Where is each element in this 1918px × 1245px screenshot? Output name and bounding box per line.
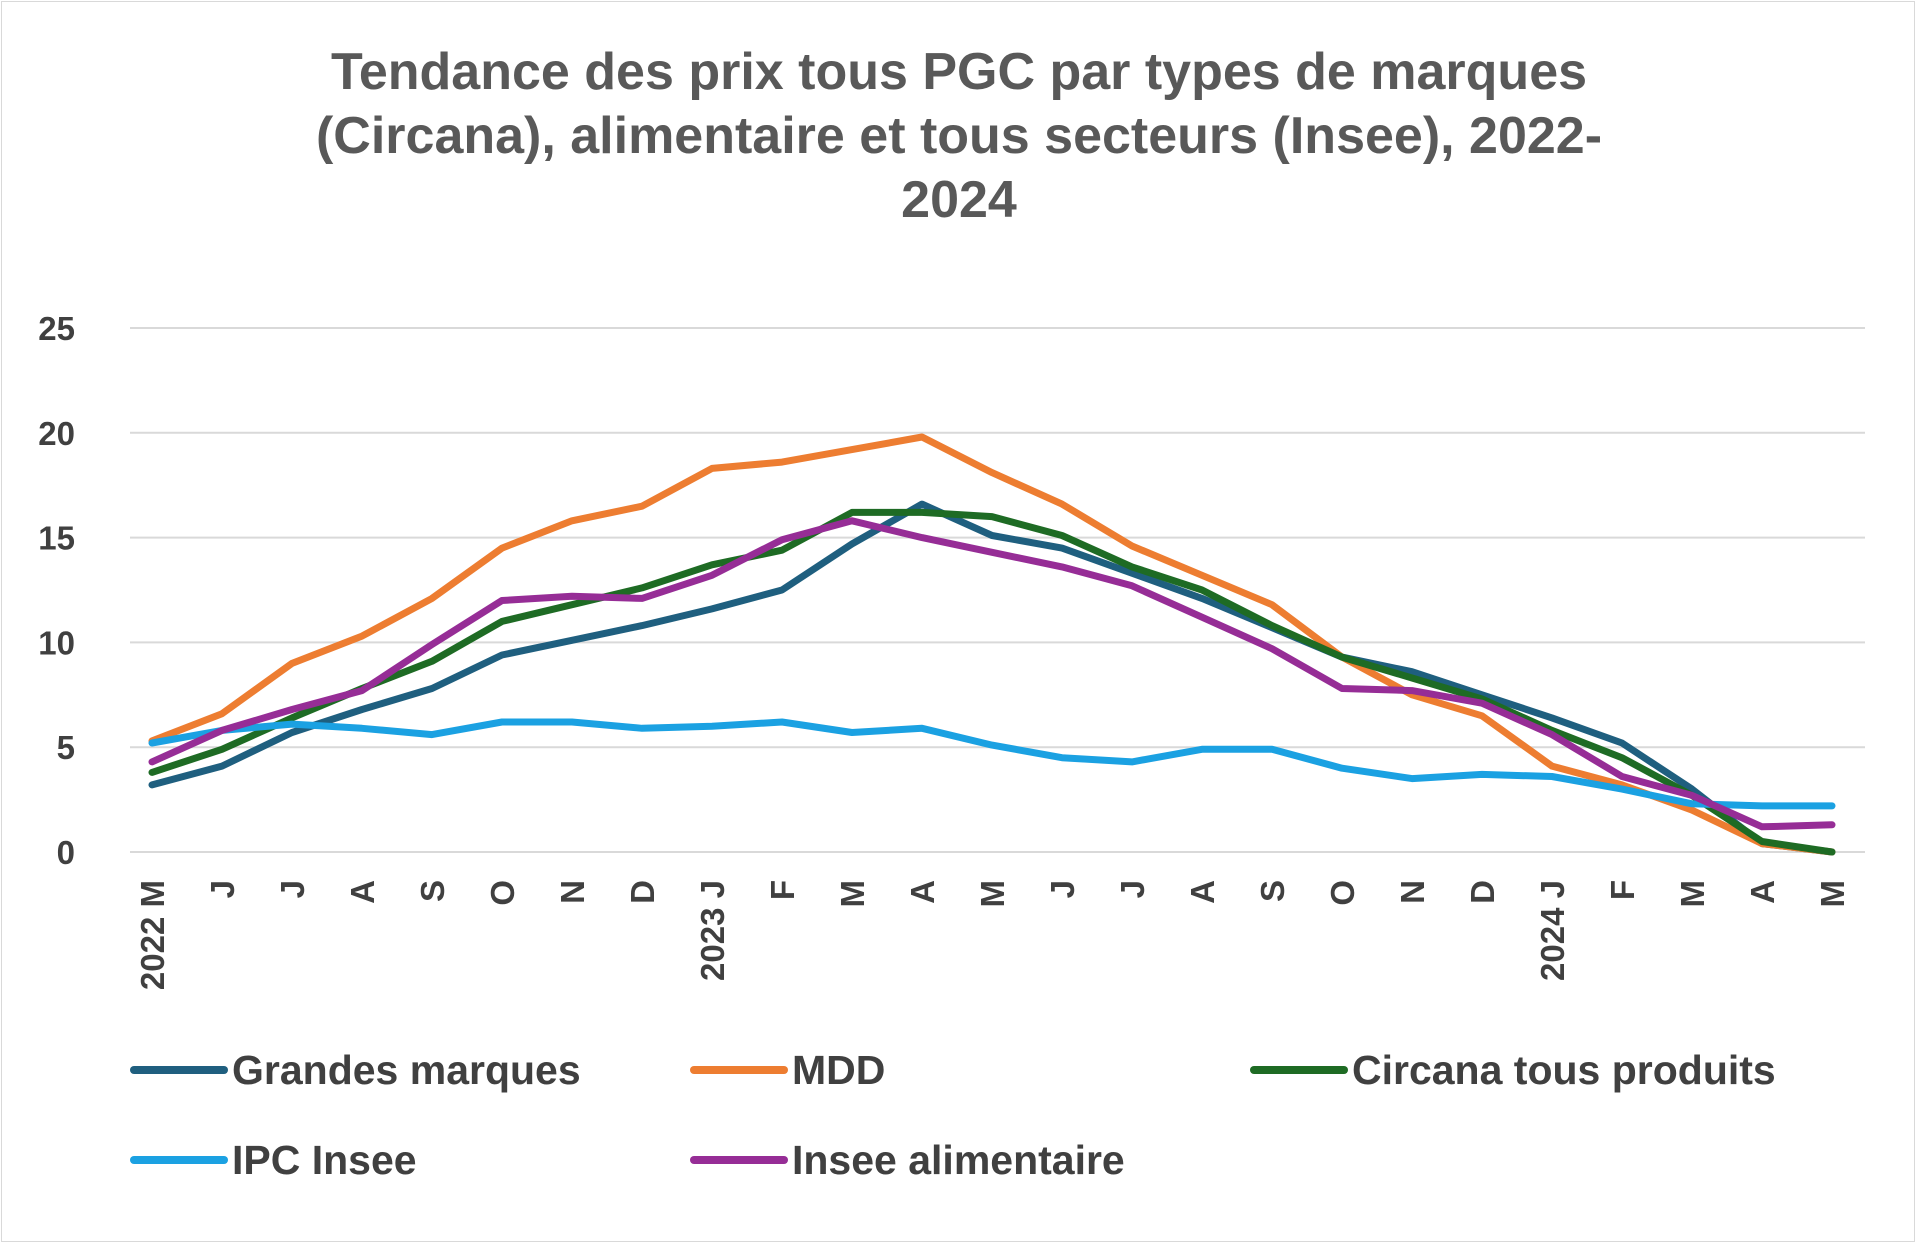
x-tick-label: J bbox=[1044, 880, 1081, 898]
series-line-ipc-insee bbox=[148, 718, 1836, 810]
gridlines bbox=[130, 327, 1865, 853]
y-tick-label: 15 bbox=[38, 520, 75, 557]
legend-label: Grandes marques bbox=[232, 1046, 581, 1093]
x-tick-label: 2022 M bbox=[134, 880, 171, 990]
x-tick-label: J bbox=[204, 880, 241, 898]
x-tick-label: S bbox=[1254, 880, 1291, 902]
y-tick-label: 20 bbox=[38, 415, 75, 452]
x-tick-label: M bbox=[834, 880, 871, 908]
legend-item: MDD bbox=[690, 1040, 885, 1100]
chart-title-line-2: (Circana), alimentaire et tous secteurs … bbox=[315, 107, 1603, 165]
y-axis-ticks: 0 5 10 15 20 25 bbox=[38, 310, 75, 871]
chart-title: Tendance des prix tous PGC par types de … bbox=[0, 40, 1918, 232]
x-tick-label: D bbox=[1464, 880, 1501, 904]
x-tick-label: F bbox=[764, 880, 801, 900]
series-line-grandes-marques bbox=[148, 500, 1836, 856]
x-tick-label: M bbox=[1674, 880, 1711, 908]
series-line-mdd bbox=[148, 433, 1836, 856]
legend-item: Circana tous produits bbox=[1250, 1040, 1776, 1100]
x-tick-label: A bbox=[1744, 880, 1781, 904]
x-tick-label: S bbox=[414, 880, 451, 902]
x-tick-label: O bbox=[1324, 880, 1361, 906]
legend-swatch bbox=[690, 1066, 788, 1074]
series-line-insee-alimentaire bbox=[148, 517, 1836, 831]
legend-label: Insee alimentaire bbox=[792, 1136, 1125, 1183]
y-tick-label: 0 bbox=[57, 834, 75, 871]
x-tick-label: J bbox=[274, 880, 311, 898]
legend-label: MDD bbox=[792, 1046, 886, 1093]
x-tick-label: 2023 J bbox=[694, 880, 731, 981]
legend-item: Insee alimentaire bbox=[690, 1130, 1125, 1190]
x-tick-label: J bbox=[1114, 880, 1151, 898]
x-tick-label: O bbox=[484, 880, 521, 906]
x-tick-label: N bbox=[554, 880, 591, 904]
plot-area: 0 5 10 15 20 25 2022 M J J A S O N D 2023 J F M A M J J A S O N… bbox=[38, 310, 1865, 990]
x-tick-label: N bbox=[1394, 880, 1431, 904]
legend-swatch bbox=[130, 1066, 228, 1074]
legend-item: Grandes marques bbox=[130, 1040, 581, 1100]
y-tick-label: 25 bbox=[38, 310, 75, 347]
legend-swatch bbox=[690, 1156, 788, 1164]
x-tick-label: A bbox=[1184, 880, 1221, 904]
x-tick-label: F bbox=[1604, 880, 1641, 900]
x-tick-label: M bbox=[1814, 880, 1851, 908]
legend-swatch bbox=[130, 1156, 228, 1164]
y-tick-label: 5 bbox=[57, 729, 75, 766]
x-tick-label: 2024 J bbox=[1534, 880, 1571, 981]
legend-label: Circana tous produits bbox=[1352, 1046, 1776, 1093]
x-tick-label: D bbox=[624, 880, 661, 904]
chart-title-line-1: Tendance des prix tous PGC par types de … bbox=[330, 43, 1588, 101]
series-lines bbox=[148, 433, 1836, 856]
y-tick-label: 10 bbox=[38, 624, 75, 661]
legend: Grandes marques MDD Circana tous produits I… bbox=[0, 1040, 1918, 1220]
x-tick-label: M bbox=[974, 880, 1011, 908]
legend-label: IPC Insee bbox=[232, 1136, 417, 1183]
legend-item: IPC Insee bbox=[130, 1130, 417, 1190]
x-tick-label: A bbox=[344, 880, 381, 904]
legend-swatch bbox=[1250, 1066, 1348, 1074]
x-tick-label: A bbox=[904, 880, 941, 904]
x-axis-ticks: 2022 M J J A S O N D 2023 J F M A M J J A S O N D 2024 J F M A M bbox=[134, 880, 1851, 990]
chart-title-line-3: 2024 bbox=[901, 171, 1017, 229]
series-line-circana-tous-produits bbox=[148, 508, 1836, 856]
